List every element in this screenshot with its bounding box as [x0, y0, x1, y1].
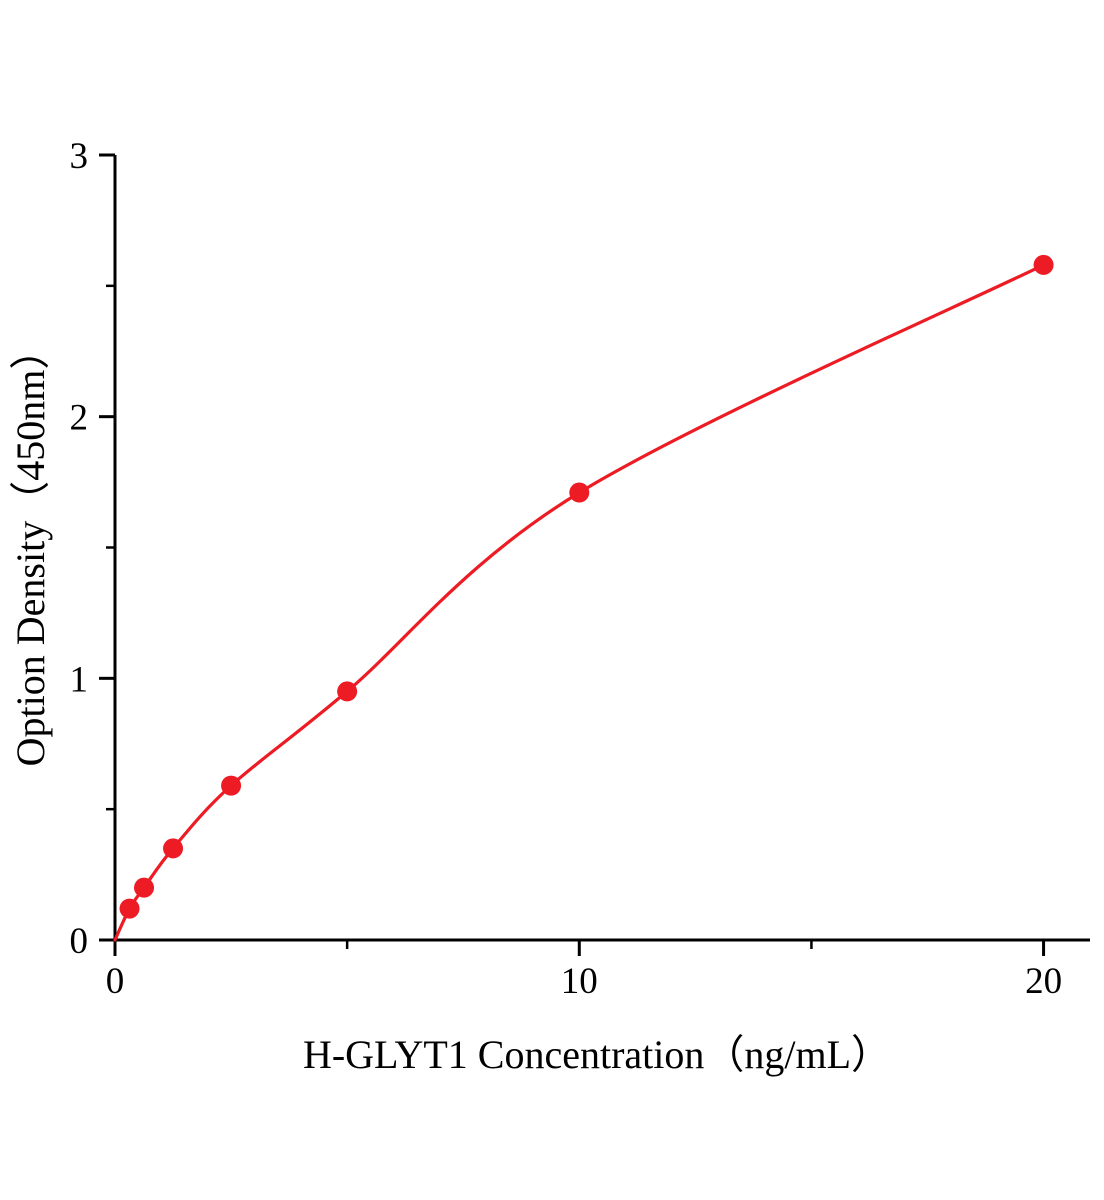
data-point — [134, 877, 155, 898]
data-point — [163, 838, 184, 859]
x-tick-label: 10 — [561, 961, 598, 1002]
y-tick-label: 0 — [70, 921, 89, 962]
y-axis-title: Option Density（450nm） — [8, 330, 53, 767]
data-point — [1033, 254, 1054, 275]
chart-plot-area: 0 10 20 0 1 2 3 — [70, 136, 1090, 1002]
x-axis-title: H-GLYT1 Concentration（ng/mL） — [303, 1032, 891, 1077]
data-point — [221, 775, 242, 796]
y-tick-label: 2 — [70, 398, 89, 439]
x-tick-label: 0 — [106, 961, 125, 1002]
y-tick-label: 1 — [70, 659, 89, 700]
data-point — [569, 482, 590, 503]
data-point — [119, 898, 140, 919]
data-point — [337, 681, 358, 702]
y-tick-label: 3 — [70, 136, 89, 177]
standard-curve-line — [113, 263, 1046, 942]
x-tick-label: 20 — [1025, 961, 1062, 1002]
